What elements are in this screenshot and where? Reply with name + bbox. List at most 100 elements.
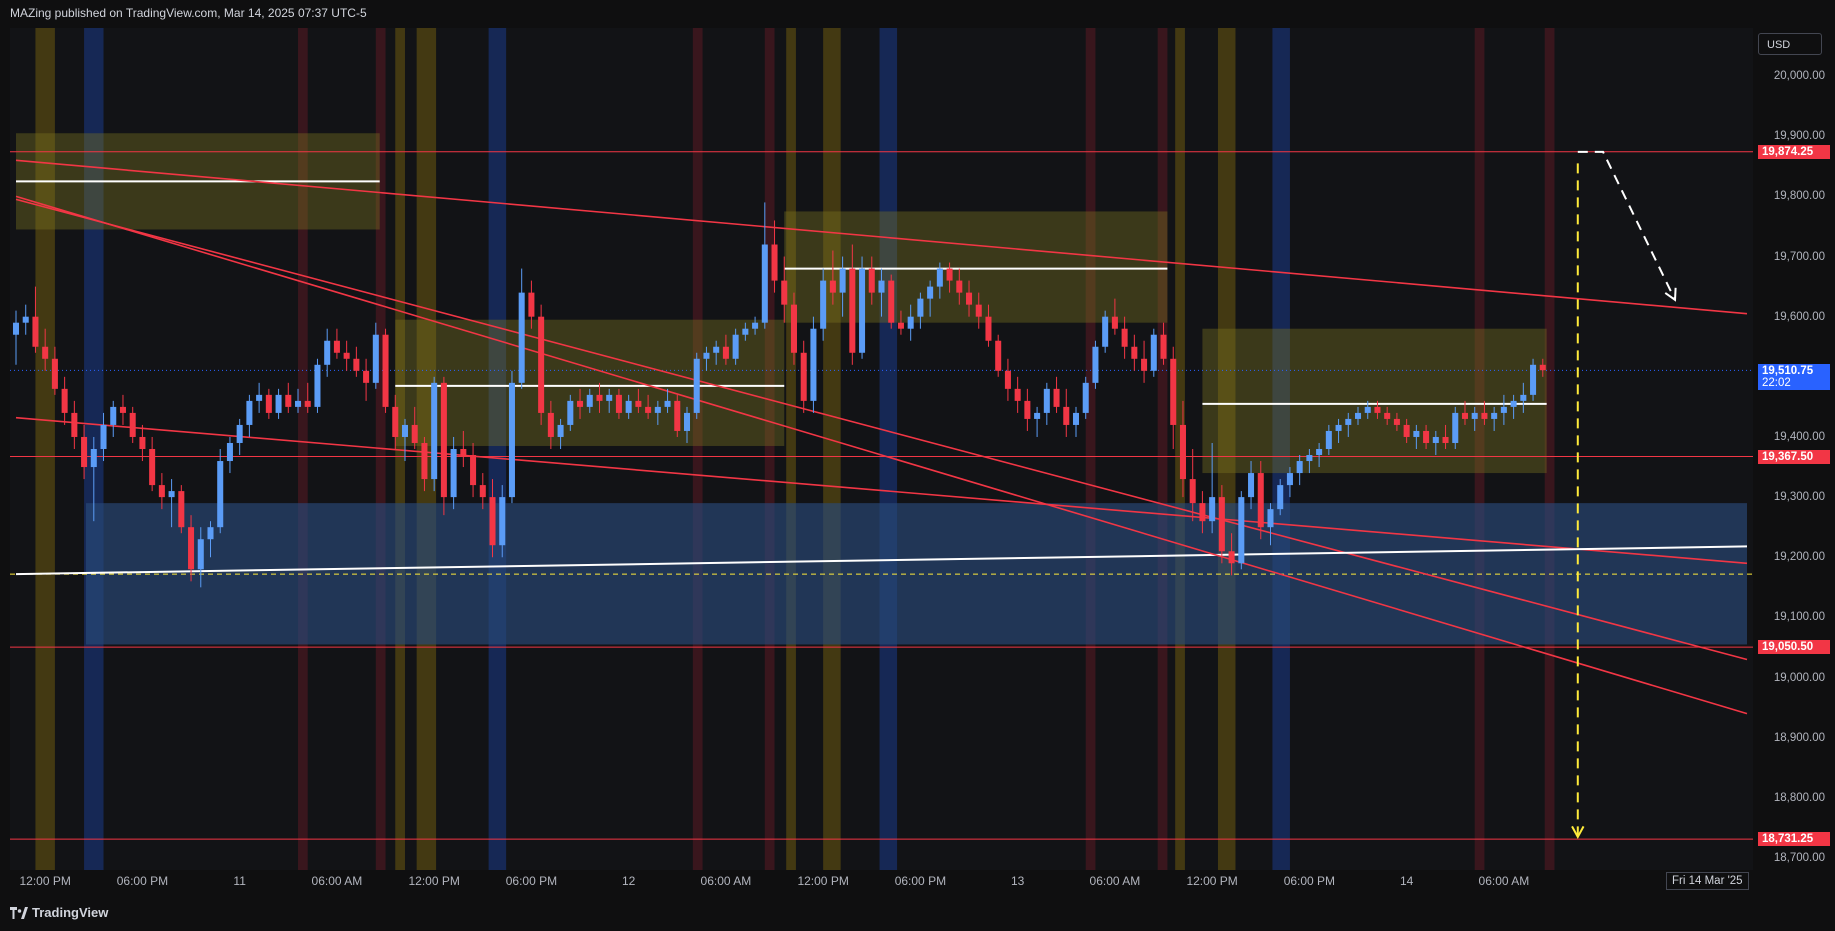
- candle-body: [538, 316, 545, 413]
- trendline: [15, 545, 1748, 576]
- candle-body: [304, 400, 311, 407]
- session-band: [1474, 28, 1485, 870]
- candle-body: [1024, 400, 1031, 419]
- candle-body: [226, 442, 233, 462]
- session-band: [298, 28, 308, 870]
- trendline: [15, 198, 1748, 661]
- candle-body: [489, 497, 496, 546]
- candle-body: [1364, 406, 1371, 413]
- candle-body: [742, 328, 749, 335]
- candle-body: [1403, 424, 1410, 437]
- candle-body: [1238, 497, 1245, 564]
- price-tag: 19,510.75 22:02: [1758, 364, 1830, 391]
- tradingview-footer[interactable]: TradingView: [10, 905, 108, 922]
- arrow-head: [1664, 287, 1677, 302]
- x-tick-label: 14: [1399, 874, 1414, 888]
- candle-body: [1043, 388, 1050, 413]
- price-tag: 18,731.25: [1758, 832, 1830, 847]
- candle-body: [1530, 364, 1537, 395]
- candle-body: [654, 406, 661, 413]
- y-tick-label: 19,200.00: [1773, 551, 1825, 564]
- x-tick-label: 12:00 PM: [797, 874, 849, 888]
- candle-body: [1413, 430, 1420, 437]
- session-band: [764, 28, 775, 870]
- candle-body: [781, 280, 788, 305]
- candle-body: [1461, 412, 1468, 419]
- candle-body: [139, 436, 146, 449]
- candle-body: [518, 292, 525, 383]
- candlestick-chart[interactable]: [10, 28, 1753, 870]
- candle-body: [42, 346, 49, 359]
- candle-body: [693, 358, 700, 413]
- candle-body: [401, 424, 409, 437]
- trendline: [15, 195, 1748, 715]
- tradingview-logo-icon: [10, 907, 28, 922]
- y-tick-label: 19,400.00: [1773, 430, 1825, 443]
- candle-body: [1121, 328, 1128, 347]
- candle-body: [421, 442, 428, 480]
- candle-body: [606, 394, 613, 401]
- candle-body: [265, 394, 272, 413]
- time-axis[interactable]: 12:00 PM 06:00 PM 11 06:00 AM 12:00 PM 06:00 …: [10, 870, 1753, 892]
- candle-body: [927, 286, 934, 299]
- candle-body: [1257, 473, 1264, 528]
- candle-body: [567, 400, 574, 425]
- yellow-zone: [784, 211, 1168, 323]
- y-tick-label: 18,800.00: [1773, 791, 1825, 804]
- x-tick-label: 11: [233, 874, 246, 888]
- candle-body: [295, 400, 302, 407]
- candle-body: [158, 485, 165, 498]
- y-tick-label: 19,800.00: [1773, 190, 1825, 203]
- candle-body: [1432, 436, 1439, 443]
- candle-body: [1053, 388, 1060, 407]
- candle-body: [1296, 461, 1303, 474]
- x-tick-label: 06:00 PM: [116, 874, 169, 888]
- publisher-header: MAZing published on TradingView.com, Mar…: [10, 6, 367, 20]
- candle-body: [479, 485, 486, 498]
- candle-body: [528, 292, 535, 317]
- candle-body: [440, 382, 447, 498]
- session-band: [488, 28, 507, 870]
- candle-body: [985, 316, 992, 341]
- candle-body: [810, 328, 817, 401]
- candle-body: [285, 394, 292, 407]
- candle-body: [372, 334, 379, 383]
- candle-body: [1491, 412, 1498, 419]
- price-axis[interactable]: USD 20,000.00 19,900.00 19,800.00 19,700.00…: [1753, 28, 1835, 870]
- x-tick-label: 06:00 AM: [1478, 874, 1530, 888]
- candle-body: [1354, 412, 1362, 419]
- trendline: [15, 159, 1748, 315]
- candle-body: [81, 436, 88, 468]
- candle-body: [168, 491, 175, 498]
- candle-body: [1316, 449, 1323, 456]
- candle-body: [829, 280, 836, 293]
- session-band: [786, 28, 796, 870]
- candle-body: [586, 394, 593, 407]
- chart-plot-area[interactable]: [10, 28, 1753, 870]
- candle-body: [820, 280, 827, 329]
- projection-arrow: [1577, 150, 1676, 301]
- y-tick-label: 18,900.00: [1773, 731, 1825, 744]
- candle-body: [596, 394, 603, 401]
- bar-countdown: 22:02: [1762, 377, 1791, 390]
- candle-body: [110, 406, 117, 425]
- candle-body: [577, 400, 584, 407]
- price-tag-value: 19,050.50: [1762, 641, 1814, 654]
- candle-body: [557, 424, 564, 437]
- candle-body: [1345, 418, 1352, 425]
- candle-body: [897, 322, 904, 329]
- currency-selector[interactable]: USD: [1758, 33, 1822, 55]
- candle-body: [859, 268, 866, 353]
- candle-body: [752, 322, 759, 329]
- candle-body: [732, 334, 739, 359]
- candle-body: [1277, 485, 1284, 510]
- session-band: [1217, 28, 1236, 870]
- candle-body: [1335, 424, 1342, 431]
- x-tick-label: 12:00 PM: [408, 874, 460, 888]
- candle-body: [1034, 412, 1041, 419]
- candle-body: [1102, 316, 1109, 347]
- candle-body: [119, 406, 126, 413]
- candle-body: [1209, 497, 1216, 522]
- candle-body: [51, 358, 58, 389]
- candle-body: [149, 449, 156, 486]
